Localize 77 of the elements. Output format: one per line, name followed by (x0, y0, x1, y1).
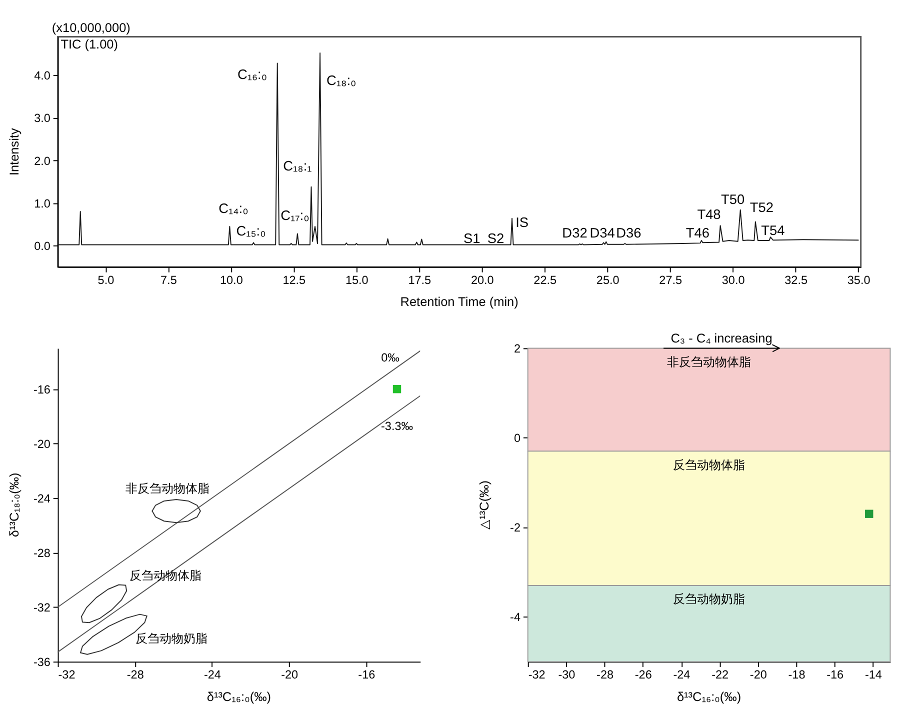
annotation: S1 (463, 231, 480, 246)
y-axis-title: △¹³C(‰) (476, 480, 492, 530)
x-tick-label: 27.5 (659, 274, 682, 288)
annotation: D36 (616, 226, 642, 241)
x-axis-title: δ¹³C₁₆:₀(‰) (206, 688, 272, 704)
x-tick-label: 7.5 (160, 274, 178, 288)
y-tick-label: 4.0 (34, 70, 51, 83)
annotation: 反刍动物体脂 (130, 570, 202, 583)
x-tick-label: -20 (750, 668, 768, 682)
y-tick-label: -36 (33, 656, 51, 670)
x-tick-label: 17.5 (408, 274, 432, 288)
y-tick-label: 1.0 (34, 197, 51, 210)
annotation: D34 (590, 226, 616, 241)
x-tick-label: -30 (558, 668, 576, 682)
annotation: C₁₄:₀ (218, 200, 248, 216)
text: (x10,000,000) (52, 20, 130, 35)
y-tick-label: -28 (33, 547, 51, 560)
y-axis-title: δ¹³C₁₈:₀(‰) (6, 472, 22, 538)
x-tick-label: -28 (596, 668, 614, 682)
annotation: 反刍动物奶脂 (135, 632, 208, 646)
x-tick-label: 20.0 (470, 274, 494, 288)
x-tick-label: 15.0 (345, 274, 369, 288)
x-tick-label: 25.0 (596, 274, 620, 288)
y-tick-label: 0.0 (34, 240, 51, 254)
annotation: C₃ - C₄ increasing (670, 330, 772, 346)
x-tick-label: -20 (281, 668, 299, 682)
annotation: D32 (562, 226, 588, 241)
x-tick-label: -16 (826, 668, 844, 682)
x-tick-label: -26 (634, 668, 652, 682)
annotation: 0‰ (381, 352, 400, 365)
annotation: C₁₈:₁ (283, 158, 312, 174)
x-tick-label: 35.0 (847, 274, 871, 288)
y-tick-label: 2.0 (34, 154, 51, 168)
y-tick-label: -2 (510, 522, 521, 535)
band-label: 反刍动物奶脂 (673, 593, 746, 606)
annotation: T54 (761, 223, 786, 238)
annotation: T52 (750, 200, 774, 216)
x-axis-title: δ¹³C₁₆:₀(‰) (676, 688, 742, 704)
x-tick-label: -24 (673, 668, 691, 682)
x-axis-title: Retention Time (min) (400, 294, 518, 310)
y-tick-label: -20 (33, 438, 51, 451)
y-tick-label: -24 (33, 492, 51, 506)
x-tick-label: -22 (712, 668, 729, 682)
annotation: T46 (686, 226, 710, 241)
x-tick-label: 12.5 (282, 274, 306, 288)
annotation: C₁₈:₀ (326, 73, 356, 88)
annotation: C₁₆:₀ (237, 67, 268, 82)
x-tick-label: 22.5 (534, 274, 558, 288)
x-tick-label: -24 (204, 668, 222, 682)
x-tick-label: -28 (126, 668, 144, 682)
annotation: T48 (697, 206, 722, 222)
band-label: 非反刍动物体脂 (667, 356, 752, 369)
x-tick-label: -16 (358, 668, 376, 682)
annotation: C₁₇:₀ (280, 208, 310, 224)
x-tick-label: 10.0 (220, 274, 244, 288)
annotation: T50 (721, 192, 746, 207)
x-tick-label: -32 (58, 668, 76, 682)
x-tick-label: -18 (788, 668, 806, 682)
y-tick-label: -4 (510, 611, 521, 624)
x-tick-label: 30.0 (722, 274, 746, 288)
annotation: IS (516, 214, 529, 230)
annotation: S2 (487, 231, 504, 246)
y-tick-label: 2 (514, 342, 521, 356)
annotation: -3.3‰ (381, 420, 414, 433)
annotation: TIC (1.00) (60, 36, 118, 52)
y-tick-label: -16 (33, 384, 51, 396)
annotation: C₁₅:₀ (236, 223, 266, 238)
x-tick-label: 5.0 (98, 274, 115, 288)
y-tick-label: 0 (514, 432, 521, 446)
annotation: 非反刍动物体脂 (126, 482, 210, 496)
y-tick-label: 3.0 (34, 112, 51, 126)
y-tick-label: -32 (33, 602, 50, 615)
band-label: 反刍动物体脂 (673, 458, 746, 472)
x-tick-label: -14 (864, 668, 882, 682)
x-tick-label: -32 (528, 668, 546, 682)
y-axis-title: Intensity (6, 128, 22, 176)
x-tick-label: 32.5 (784, 274, 808, 288)
